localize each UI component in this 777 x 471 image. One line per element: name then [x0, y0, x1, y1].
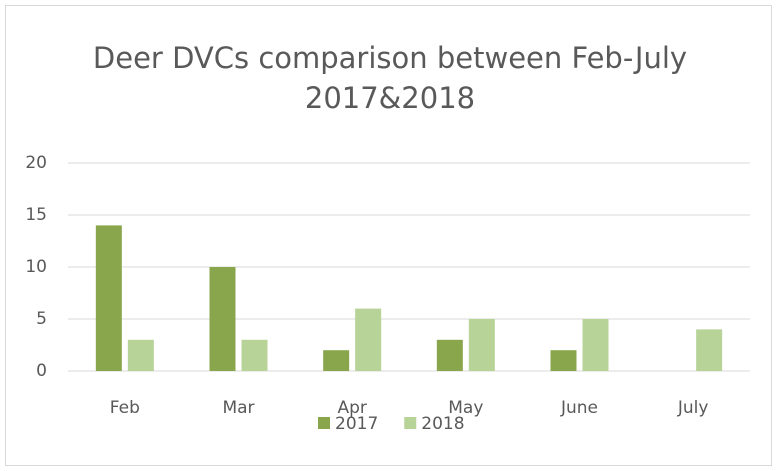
- bar: [323, 350, 350, 371]
- bar: [355, 308, 382, 371]
- x-tick-label: Apr: [337, 398, 366, 418]
- bar: [436, 339, 463, 371]
- y-tick-label: 0: [36, 361, 47, 381]
- bar: [550, 350, 577, 371]
- legend-swatch: [318, 417, 330, 429]
- chart-border: [5, 5, 772, 466]
- bar: [696, 329, 723, 371]
- bar: [241, 339, 268, 371]
- x-tick-label: July: [677, 398, 709, 418]
- chart-title: Deer DVCs comparison between Feb-July 20…: [92, 41, 688, 115]
- bar: [468, 319, 495, 371]
- bar: [127, 339, 154, 371]
- y-tick-label: 15: [25, 205, 47, 225]
- x-tick-label: June: [560, 398, 598, 418]
- bar: [209, 267, 236, 371]
- legend-label: 2017: [335, 414, 378, 434]
- y-tick-label: 10: [25, 257, 47, 277]
- x-tick-label: Feb: [110, 398, 140, 418]
- y-tick-label: 5: [36, 309, 47, 329]
- bar: [582, 319, 609, 371]
- bar: [95, 225, 122, 371]
- legend-label: 2018: [421, 414, 464, 434]
- legend-swatch: [404, 417, 417, 429]
- y-tick-label: 20: [25, 153, 47, 173]
- x-tick-label: May: [448, 398, 483, 418]
- x-tick-label: Mar: [222, 398, 254, 418]
